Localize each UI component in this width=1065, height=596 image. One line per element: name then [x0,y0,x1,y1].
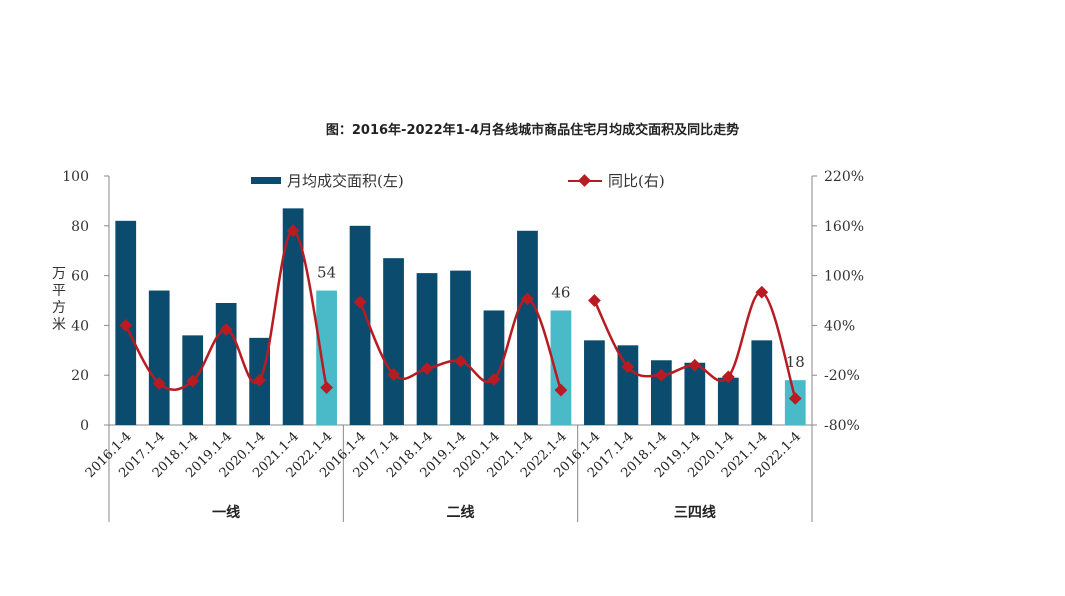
group-label: 二线 [447,504,475,521]
right-tick-label: -80% [824,418,860,434]
yoy-marker [286,224,300,238]
legend-bar-item: 月均成交面积(左) [251,170,404,191]
bar [316,290,337,425]
yoy-marker [219,323,233,336]
yoy-marker [454,354,467,368]
left-tick-label: 100 [62,169,89,185]
yoy-marker [387,368,400,381]
yoy-marker [119,319,133,332]
bar [450,270,471,425]
data-label: 46 [551,283,570,301]
bar [550,310,572,425]
group-label: 三四线 [674,504,716,521]
data-label: 18 [786,353,805,371]
left-axis-label: 万平方米 [52,266,66,333]
legend-line-label: 同比(右) [608,172,665,190]
right-tick-label: 220% [824,169,864,185]
left-tick-label: 80 [71,219,89,235]
bar [483,310,505,425]
legend-bar-swatch [251,177,281,184]
legend-bar-label: 月均成交面积(左) [287,172,404,190]
bar [584,340,605,425]
bar [416,273,438,425]
chart-title: 图：2016年-2022年1-4月各线城市商品住宅月均成交面积及同比走势 [325,123,740,138]
right-tick-label: -20% [824,368,860,384]
left-tick-label: 60 [71,269,89,285]
bar [717,377,739,425]
right-tick-label: 160% [824,219,864,235]
legend-line-swatch [568,173,602,188]
bar [148,290,170,425]
bar [751,340,773,425]
yoy-marker [420,362,434,375]
bar [349,225,371,425]
bar [282,208,304,425]
right-tick-label: 100% [824,269,864,285]
left-tick-label: 0 [80,418,89,434]
yoy-marker [353,295,367,309]
bar [684,362,706,425]
yoy-marker [186,374,200,388]
yoy-marker [487,372,501,386]
left-tick-label: 20 [71,368,89,384]
bar [517,230,538,425]
bar [383,258,404,425]
yoy-marker [152,377,166,390]
yoy-marker [588,294,601,307]
bar [215,302,237,425]
yoy-marker [320,381,333,395]
group-label: 一线 [212,504,240,521]
right-tick-label: 40% [824,318,855,334]
left-tick-label: 40 [71,318,89,334]
legend-line-item: 同比(右) [568,170,665,191]
yoy-marker [253,373,267,387]
bar [617,345,639,425]
data-label: 54 [317,264,336,282]
